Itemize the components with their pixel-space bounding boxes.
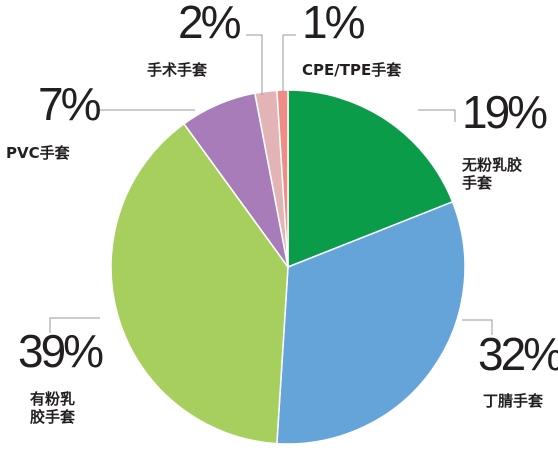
pie-slice xyxy=(276,89,289,268)
label-line: 手套 xyxy=(462,174,493,192)
slice-label: 有粉乳胶手套 xyxy=(30,390,76,426)
pie-slice xyxy=(276,200,466,445)
value-label: 19% xyxy=(462,86,547,138)
leader-line xyxy=(418,109,456,122)
label-line: 有粉乳 xyxy=(30,390,75,408)
slice-label: 手术手套 xyxy=(147,61,208,79)
leader-line xyxy=(462,319,493,335)
value-label: 39% xyxy=(18,325,103,377)
pie-slice xyxy=(287,89,454,269)
label-line: 胶手套 xyxy=(30,408,76,426)
leader-line xyxy=(282,34,296,92)
value-label: 1% xyxy=(302,0,365,48)
slice-label: CPE/TPE手套 xyxy=(302,61,402,79)
value-label: 32% xyxy=(478,328,558,380)
leader-line xyxy=(246,34,263,95)
leader-line xyxy=(49,317,100,333)
value-label: 7% xyxy=(38,78,101,130)
pie-slice xyxy=(110,122,289,445)
value-label: 2% xyxy=(178,0,241,48)
slice-label: PVC手套 xyxy=(6,144,71,162)
slice-label: 丁腈手套 xyxy=(483,392,544,410)
label-line: 无粉乳胶 xyxy=(461,156,522,174)
slice-label: 无粉乳胶手套 xyxy=(461,156,522,192)
